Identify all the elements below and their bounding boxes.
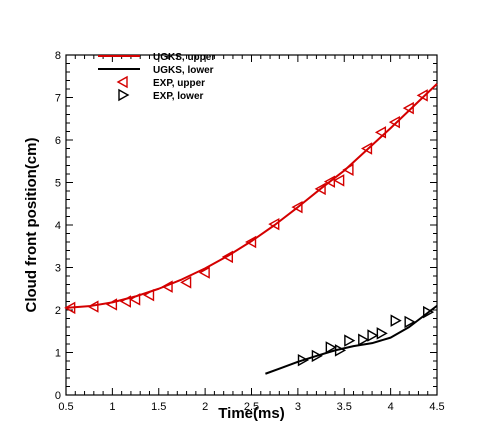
data-point-exp-upper	[245, 235, 257, 249]
data-point-exp-lower	[334, 344, 347, 357]
x-axis-ticks: 0.5 1 1.5 2 2.5 3 3.5 4 4.5	[58, 55, 445, 413]
legend-swatch	[116, 75, 128, 89]
legend-swatch	[118, 88, 130, 102]
data-point-exp-upper	[342, 163, 354, 176]
y-tick-label: 2	[55, 305, 61, 317]
data-point-exp-upper	[143, 288, 155, 302]
data-point-exp-upper	[180, 276, 192, 289]
data-point-exp-lower	[311, 349, 323, 363]
data-point-exp-upper	[221, 250, 234, 264]
series-layer	[64, 83, 438, 375]
data-point-exp-upper	[291, 200, 303, 214]
data-point-exp-upper	[388, 115, 400, 129]
x-tick-label: 3	[295, 401, 301, 413]
legend-label: UGKS, upper	[153, 52, 215, 63]
x-tick-label: 2	[202, 401, 208, 413]
data-point-exp-upper	[402, 101, 414, 115]
y-axis-ticks: 0 1 2 3 4 5 6 7 8	[55, 50, 437, 402]
y-tick-label: 5	[55, 178, 61, 190]
y-tick-label: 7	[55, 93, 61, 105]
data-point-exp-upper	[268, 217, 280, 231]
x-tick-label: 3.5	[337, 401, 352, 413]
legend-label: EXP, upper	[153, 78, 205, 89]
x-tick-label: 2.5	[244, 401, 259, 413]
y-tick-label: 4	[55, 220, 61, 232]
data-point-exp-lower	[358, 333, 370, 346]
data-point-exp-lower	[423, 305, 435, 319]
y-tick-label: 8	[55, 50, 61, 62]
data-point-exp-upper	[333, 174, 345, 187]
x-tick-label: 1.5	[151, 401, 166, 413]
data-point-exp-lower	[404, 315, 416, 329]
data-point-exp-lower	[325, 341, 337, 354]
data-point-exp-upper	[374, 126, 387, 139]
x-axis-title: Time(ms)	[218, 405, 284, 422]
data-point-exp-upper	[198, 266, 210, 279]
data-point-exp-lower	[376, 327, 388, 340]
legend-label: EXP, lower	[153, 91, 204, 102]
data-point-exp-upper	[105, 298, 118, 311]
legend-label: UGKS, lower	[153, 65, 214, 76]
x-tick-label: 4.5	[429, 401, 444, 413]
y-tick-label: 6	[55, 135, 61, 147]
x-tick-label: 0.5	[58, 401, 73, 413]
y-tick-label: 3	[55, 263, 61, 275]
data-point-exp-upper	[314, 182, 326, 196]
y-tick-label: 1	[55, 348, 61, 360]
y-axis-title: Cloud front position(cm)	[23, 138, 40, 313]
data-point-exp-upper	[323, 175, 336, 188]
data-point-exp-upper	[360, 142, 373, 155]
series-line-ugks-upper	[65, 83, 438, 309]
data-point-exp-upper	[64, 301, 76, 315]
data-point-exp-upper	[129, 293, 141, 306]
data-point-exp-upper	[416, 89, 428, 102]
data-point-exp-lower	[390, 314, 402, 327]
x-tick-label: 4	[388, 401, 394, 413]
data-point-exp-upper	[161, 280, 173, 293]
plot-frame	[65, 54, 438, 396]
x-tick-label: 1	[109, 401, 115, 413]
data-point-exp-lower	[344, 334, 356, 347]
y-tick-label: 0	[55, 390, 61, 402]
data-point-exp-upper	[119, 295, 131, 308]
data-point-exp-upper	[87, 300, 99, 313]
data-point-exp-lower	[297, 353, 309, 367]
legend: UGKS, upper UGKS, lower EXP, upper EXP, low…	[98, 52, 215, 102]
data-point-exp-lower	[367, 329, 379, 342]
series-line-ugks-lower	[265, 304, 438, 375]
